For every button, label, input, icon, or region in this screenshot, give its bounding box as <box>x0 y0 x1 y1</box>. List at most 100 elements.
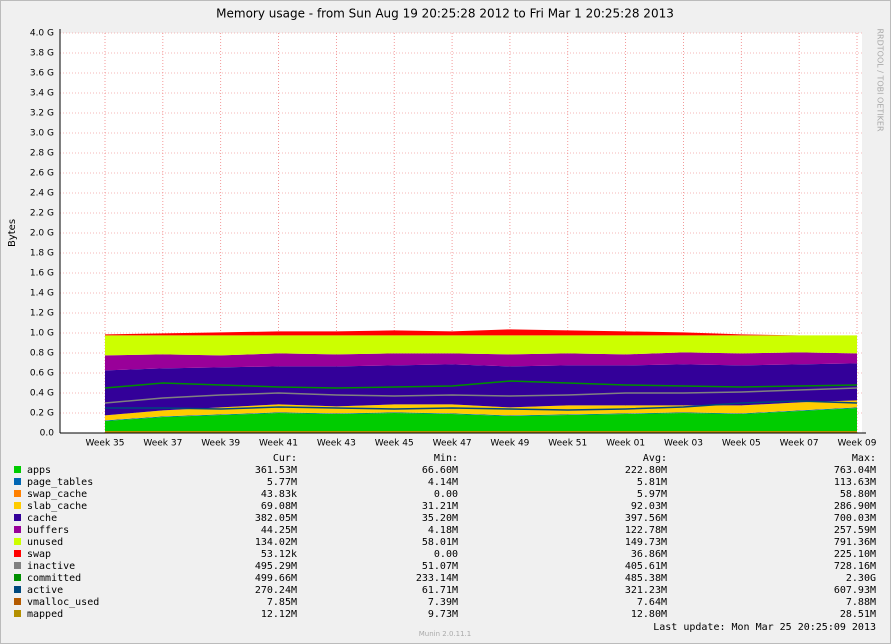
table-cell: 270.24M <box>255 585 297 596</box>
x-tick-label: Week 09 <box>838 439 877 449</box>
table-cell: 728.16M <box>834 561 876 572</box>
y-tick-label: 2.2 G <box>30 209 54 219</box>
table-cell: 122.78M <box>625 525 667 536</box>
table-cell: 43.83k <box>261 489 297 500</box>
table-cell: 92.03M <box>631 501 667 512</box>
y-tick-label: 1.4 G <box>30 289 54 299</box>
y-tick-label: 3.6 G <box>30 69 54 79</box>
legend-swatch <box>14 526 21 533</box>
x-tick-label: Week 39 <box>201 439 240 449</box>
table-cell: 36.86M <box>631 549 667 560</box>
legend-swatch <box>14 598 21 605</box>
table-header: Min: <box>434 453 458 464</box>
area <box>105 408 857 433</box>
table-cell: 382.05M <box>255 513 297 524</box>
table-cell: 12.80M <box>631 609 667 620</box>
table-cell: 485.38M <box>625 573 667 584</box>
area <box>105 363 857 416</box>
table-cell: 149.73M <box>625 537 667 548</box>
table-cell: 7.88M <box>846 597 876 608</box>
legend-name: apps <box>27 465 51 476</box>
y-tick-label: 0.2 G <box>30 409 54 419</box>
legend-swatch <box>14 586 21 593</box>
table-cell: 28.51M <box>840 609 876 620</box>
legend-swatch <box>14 466 21 473</box>
legend-name: inactive <box>27 561 75 572</box>
table-cell: 5.77M <box>267 477 297 488</box>
table-cell: 225.10M <box>834 549 876 560</box>
table-cell: 361.53M <box>255 465 297 476</box>
last-update: Last update: Mon Mar 25 20:25:09 2013 <box>653 622 876 633</box>
legend-swatch <box>14 562 21 569</box>
table-cell: 5.97M <box>637 489 667 500</box>
x-tick-label: Week 47 <box>433 439 472 449</box>
table-cell: 35.20M <box>422 513 458 524</box>
y-tick-label: 0.0 <box>40 429 55 439</box>
x-tick-label: Week 51 <box>548 439 587 449</box>
table-cell: 257.59M <box>834 525 876 536</box>
table-cell: 58.80M <box>840 489 876 500</box>
y-tick-label: 2.4 G <box>30 189 54 199</box>
table-cell: 4.18M <box>428 525 458 536</box>
x-tick-label: Week 03 <box>664 439 703 449</box>
x-tick-label: Week 41 <box>259 439 298 449</box>
y-tick-label: 3.2 G <box>30 109 54 119</box>
y-tick-label: 0.4 G <box>30 389 54 399</box>
table-cell: 44.25M <box>261 525 297 536</box>
x-tick-label: Week 37 <box>143 439 182 449</box>
legend-name: slab_cache <box>27 501 87 512</box>
legend-name: cache <box>27 513 57 524</box>
table-cell: 791.36M <box>834 537 876 548</box>
line <box>104 380 858 389</box>
side-text: RRDTOOL / TOBI OETIKER <box>876 28 885 131</box>
y-tick-label: 0.6 G <box>30 369 54 379</box>
table-cell: 69.08M <box>261 501 297 512</box>
area <box>105 352 857 371</box>
legend-swatch <box>14 538 21 545</box>
legend-swatch <box>14 610 21 617</box>
y-tick-label: 4.0 G <box>30 29 54 39</box>
table-cell: 113.63M <box>834 477 876 488</box>
table-cell: 0.00 <box>434 549 458 560</box>
table-cell: 4.14M <box>428 477 458 488</box>
table-cell: 51.07M <box>422 561 458 572</box>
line <box>105 400 858 411</box>
table-cell: 5.81M <box>637 477 667 488</box>
legend-name: swap_cache <box>27 489 87 500</box>
table-cell: 763.04M <box>834 465 876 476</box>
legend-name: mapped <box>27 609 63 620</box>
legend-name: buffers <box>27 525 69 536</box>
legend-swatch <box>14 490 21 497</box>
footer: Munin 2.0.11.1 <box>419 630 471 638</box>
line <box>104 387 858 404</box>
y-tick-label: 1.2 G <box>30 309 54 319</box>
x-tick-label: Week 45 <box>375 439 414 449</box>
y-tick-label: 2.0 G <box>30 229 54 239</box>
table-cell: 2.30G <box>846 573 876 584</box>
table-cell: 66.60M <box>422 465 458 476</box>
legend-name: committed <box>27 573 81 584</box>
table-cell: 321.23M <box>625 585 667 596</box>
table-cell: 7.85M <box>267 597 297 608</box>
table-cell: 222.80M <box>625 465 667 476</box>
x-tick-label: Week 43 <box>317 439 356 449</box>
table-cell: 9.73M <box>428 609 458 620</box>
table-cell: 405.61M <box>625 561 667 572</box>
x-tick-label: Week 49 <box>490 439 529 449</box>
table-cell: 7.39M <box>428 597 458 608</box>
table-cell: 61.71M <box>422 585 458 596</box>
table-cell: 607.93M <box>834 585 876 596</box>
y-tick-label: 1.8 G <box>30 249 54 259</box>
y-tick-label: 0.8 G <box>30 349 54 359</box>
y-tick-label: 2.6 G <box>30 169 54 179</box>
table-header: Max: <box>852 453 876 464</box>
table-cell: 0.00 <box>434 489 458 500</box>
table-cell: 134.02M <box>255 537 297 548</box>
table-cell: 495.29M <box>255 561 297 572</box>
legend-name: vmalloc_used <box>27 597 99 608</box>
legend-swatch <box>14 574 21 581</box>
table-cell: 31.21M <box>422 501 458 512</box>
y-axis-label: Bytes <box>7 219 18 247</box>
legend-swatch <box>14 478 21 485</box>
